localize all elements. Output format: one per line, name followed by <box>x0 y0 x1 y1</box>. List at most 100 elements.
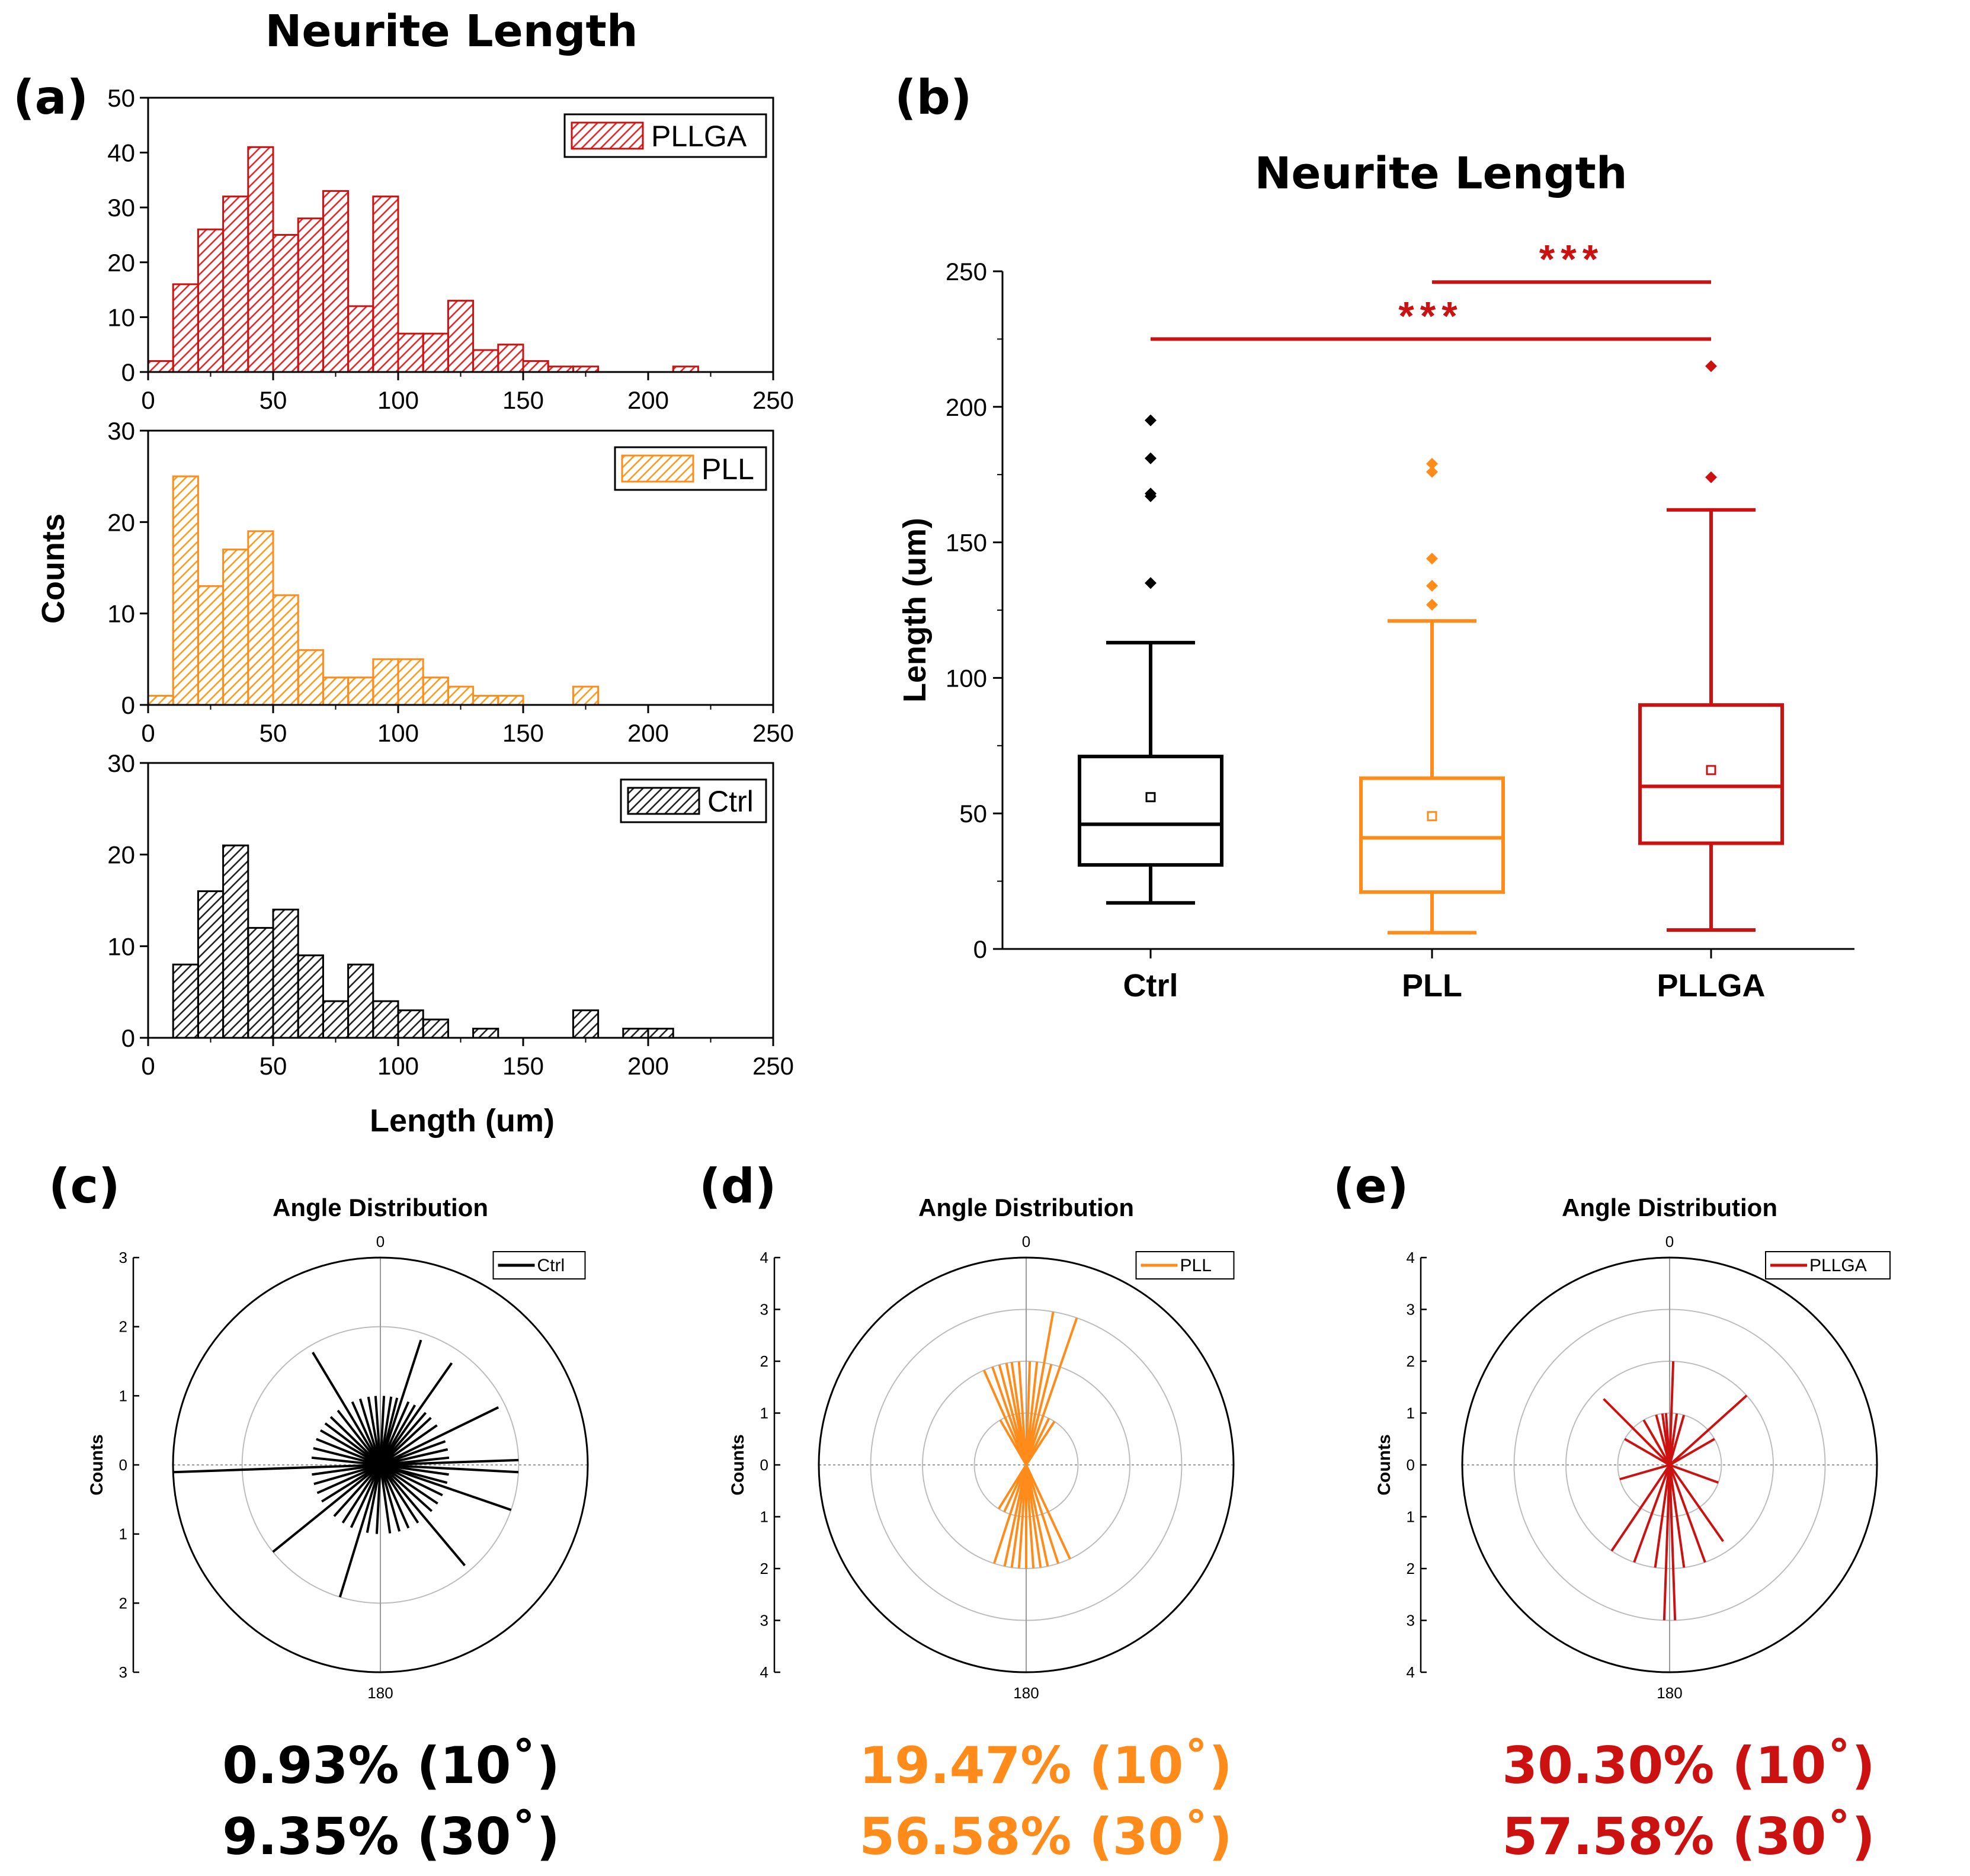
outer-ring <box>172 1256 589 1673</box>
angle-spoke <box>367 1396 382 1465</box>
angle-spoke <box>1025 1311 1055 1465</box>
histogram-bar <box>197 585 225 706</box>
stat-ctrl-10: 0.93% (10˚) <box>222 1736 560 1795</box>
y-tick-label: 200 <box>946 393 987 421</box>
histogram-bar <box>472 349 499 373</box>
angle-spoke <box>379 1464 419 1524</box>
angle-spoke <box>1025 1361 1039 1465</box>
angle-spoke <box>324 1422 382 1466</box>
boxplot-title: Neurite Length <box>1254 148 1627 199</box>
y-tick-label: 30 <box>107 749 135 777</box>
angle-spoke <box>1654 1464 1671 1568</box>
histogram-bar <box>422 1018 449 1039</box>
x-tick-label: 0 <box>141 386 155 414</box>
panel-letter-c: (c) <box>49 1159 120 1214</box>
histogram-bar <box>447 300 475 373</box>
angle-spoke <box>312 1464 381 1476</box>
outer-ring <box>1461 1256 1878 1673</box>
x-tick-label: 200 <box>627 719 669 747</box>
x-tick-label: Ctrl <box>1123 968 1178 1003</box>
angle-spoke <box>173 1464 381 1474</box>
legend-swatch <box>627 787 700 815</box>
x-tick-label: 250 <box>752 386 794 414</box>
stat-pllga-10: 30.30% (10˚) <box>1502 1736 1875 1795</box>
angle-spoke <box>1664 1413 1671 1465</box>
histogram-bar <box>297 649 324 706</box>
angle-spoke <box>333 1464 382 1518</box>
box <box>1638 703 1784 845</box>
angle-spoke <box>316 1438 381 1466</box>
outlier-point <box>1426 598 1438 611</box>
angle-spoke <box>351 1401 382 1465</box>
angle-spoke <box>319 1429 381 1466</box>
legend-label: Ctrl <box>707 785 754 818</box>
angle-spoke <box>1025 1317 1078 1465</box>
stat-pllga-30: 57.58% (30˚) <box>1502 1807 1875 1867</box>
radial-axis-label: Counts <box>1375 1434 1394 1495</box>
angle-spoke <box>379 1339 422 1465</box>
legend-label: PLLGA <box>651 120 747 153</box>
panel-letter-b: (b) <box>895 70 972 125</box>
histogram-bar <box>572 685 600 706</box>
angle-spoke <box>379 1464 392 1534</box>
angle-spoke <box>991 1366 1027 1465</box>
radial-tick-label: 1 <box>119 1387 127 1404</box>
polar-pll: Angle Distribution 0 180 4 3 2 1 0 1 2 3 4 Counts PLL <box>728 1194 1235 1702</box>
angle-spoke <box>1025 1361 1032 1465</box>
angle-spoke <box>1025 1464 1035 1569</box>
angle-label-top: 0 <box>376 1233 385 1250</box>
angle-spoke <box>311 1456 381 1466</box>
histogram-bar <box>397 1009 424 1039</box>
radial-axis-label: Counts <box>87 1434 107 1495</box>
histogram-bar <box>147 695 174 706</box>
histogram-bar <box>447 685 475 706</box>
angle-spoke <box>358 1398 382 1465</box>
outlier-point <box>1145 414 1157 426</box>
mean-marker <box>1145 792 1156 803</box>
radial-tick-label: 3 <box>1407 1612 1415 1630</box>
mean-marker <box>1427 811 1437 822</box>
angle-spoke <box>982 1370 1027 1465</box>
histogram-bar <box>322 190 350 373</box>
histogram-bar <box>272 234 299 373</box>
x-tick-label: 150 <box>502 386 544 414</box>
outer-ring <box>818 1256 1235 1673</box>
histogram-bar <box>247 926 274 1039</box>
outlier-point <box>1426 579 1438 592</box>
legend-label: PLLGA <box>1809 1256 1867 1275</box>
x-tick-label: 50 <box>260 719 287 747</box>
angle-spoke <box>379 1362 453 1466</box>
radial-tick-label: 3 <box>760 1612 768 1630</box>
legend-label: Ctrl <box>537 1256 565 1275</box>
angle-spoke <box>312 1351 382 1466</box>
angle-spoke <box>1003 1464 1027 1567</box>
significance-label: *** <box>1398 293 1463 338</box>
angle-spoke <box>316 1464 381 1495</box>
y-tick-label: 150 <box>946 529 987 557</box>
radial-axis-label: Counts <box>728 1434 748 1495</box>
angle-spoke <box>1668 1464 1706 1563</box>
angle-spoke <box>374 1396 382 1465</box>
angle-spoke <box>1668 1464 1724 1543</box>
histogram-bar <box>372 1000 399 1039</box>
histogram-bar <box>272 908 299 1039</box>
histogram-bar <box>347 963 374 1039</box>
angle-spoke <box>380 1440 446 1466</box>
histogram-bar <box>397 658 424 706</box>
radial-tick-label: 4 <box>1407 1249 1415 1266</box>
angle-spoke <box>366 1464 382 1533</box>
histogram-bar <box>422 332 449 373</box>
y-tick-label: 50 <box>959 800 987 828</box>
angle-spoke <box>375 1464 382 1534</box>
radial-tick-label: 1 <box>1407 1508 1415 1526</box>
radial-tick-label: 3 <box>119 1663 127 1681</box>
angle-spoke <box>1668 1394 1748 1466</box>
angle-spoke <box>380 1458 519 1466</box>
histogram-bar <box>197 890 225 1039</box>
histogram-bar <box>422 676 449 706</box>
y-tick-label: 40 <box>107 139 135 167</box>
panel-letter-e: (e) <box>1333 1159 1408 1214</box>
angle-spoke <box>379 1412 427 1466</box>
radial-tick-label: 3 <box>119 1249 127 1266</box>
angle-spoke <box>1610 1464 1671 1552</box>
